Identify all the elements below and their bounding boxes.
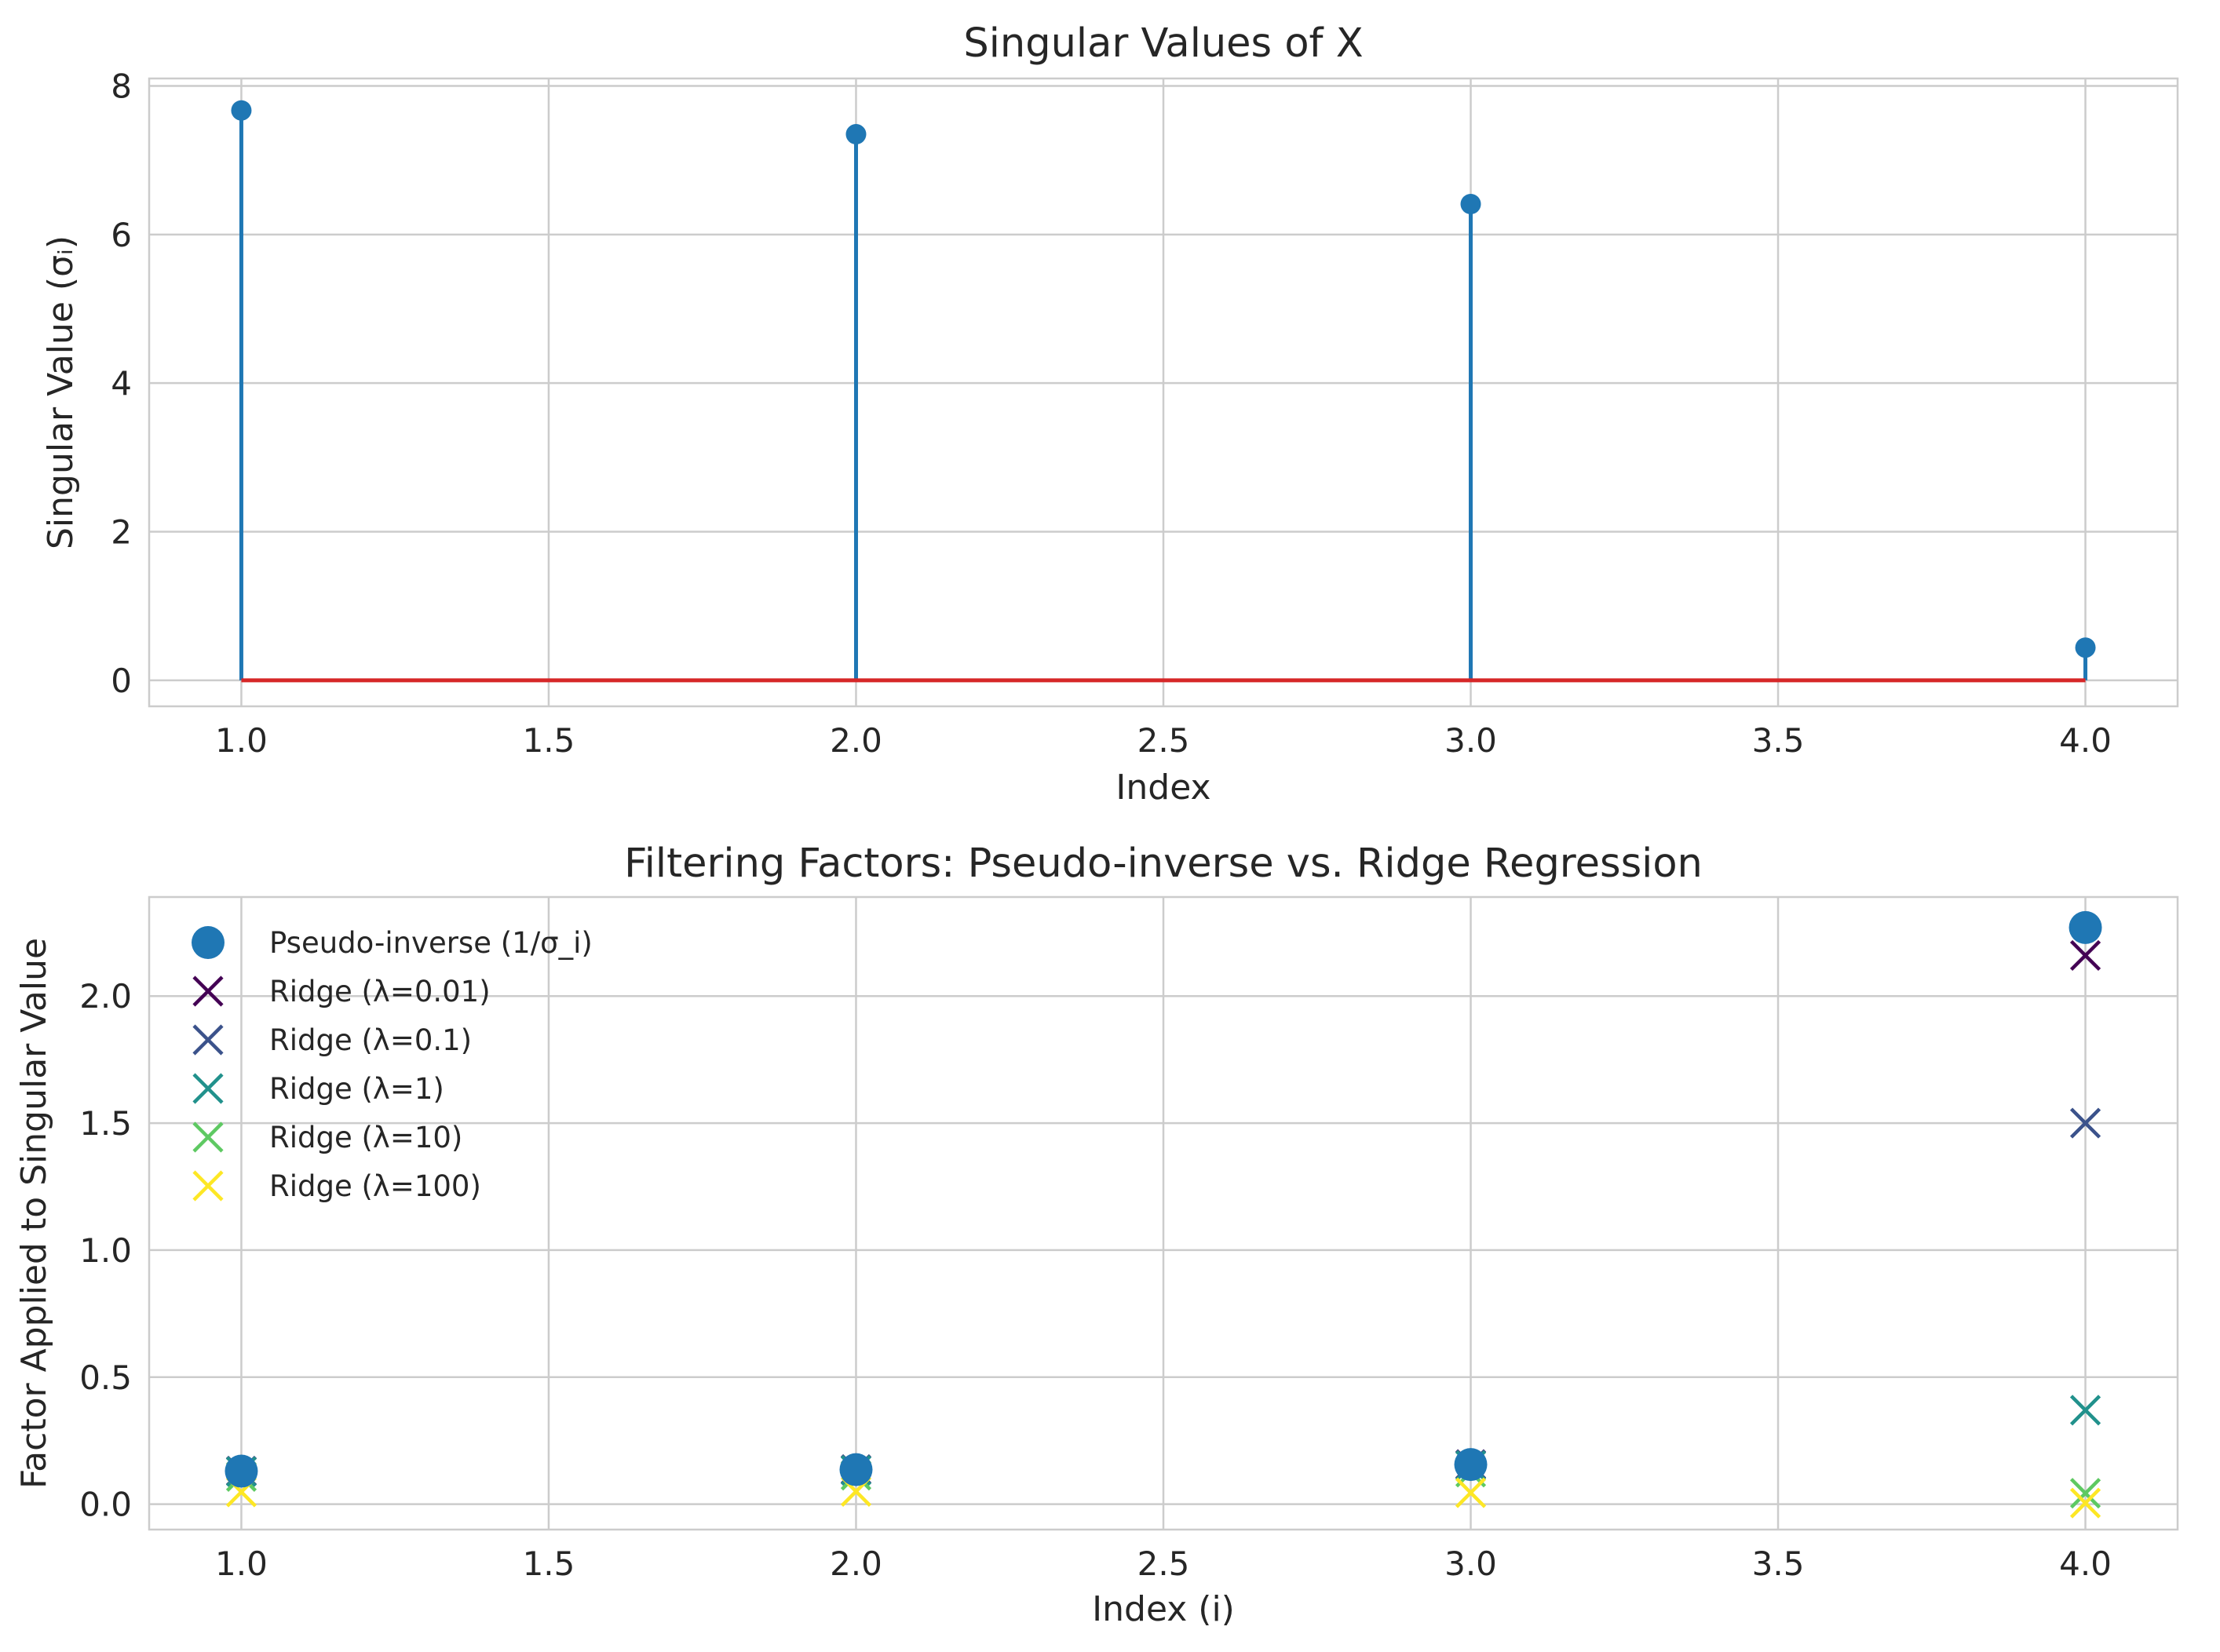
- x-tick-label: 4.0: [2059, 721, 2112, 760]
- stems: [231, 100, 2096, 683]
- legend-marker-x: [192, 1170, 224, 1202]
- chart-title: Filtering Factors: Pseudo-inverse vs. Ri…: [624, 841, 1703, 887]
- x-tick-label: 1.5: [523, 721, 575, 760]
- x-tick-label: 2.5: [1137, 721, 1190, 760]
- stem-marker: [2075, 637, 2096, 658]
- legend-item: Ridge (λ=0.1): [192, 1023, 472, 1057]
- tick-labels: 1.0 1.5 2.0 2.5 3.0 3.5 4.0 0.0 0.5 1.0 1.5 2.0: [79, 977, 2112, 1583]
- y-tick-label: 1.5: [79, 1104, 132, 1143]
- legend-marker-x: [192, 1121, 224, 1153]
- grid: [149, 897, 2178, 1530]
- legend-item: Ridge (λ=10): [192, 1121, 462, 1154]
- legend-marker-x: [192, 1073, 224, 1104]
- y-tick-label: 2.0: [79, 977, 132, 1016]
- legend-label: Ridge (λ=100): [269, 1169, 481, 1203]
- pseudo-inverse-point: [225, 1454, 258, 1488]
- y-tick-label: 0.5: [79, 1358, 132, 1397]
- legend-label: Ridge (λ=0.1): [269, 1023, 472, 1057]
- singular-values-chart: 1.0 1.5 2.0 2.5 3.0 3.5 4.0 0 2 4 6 8 Singular Valu…: [41, 20, 2179, 808]
- x-axis-label: Index: [1115, 768, 1210, 808]
- legend: Pseudo-inverse (1/σ_i) Ridge (λ=0.01) Ridg…: [192, 926, 593, 1203]
- ridge-point: [2069, 939, 2101, 972]
- x-tick-label: 3.0: [1444, 1544, 1497, 1583]
- legend-item: Ridge (λ=0.01): [192, 975, 491, 1008]
- legend-label: Ridge (λ=0.01): [269, 975, 491, 1008]
- ridge-point: [2069, 1395, 2101, 1426]
- x-axis-label: Index (i): [1092, 1589, 1235, 1629]
- x-tick-label: 1.0: [215, 721, 268, 760]
- tick-labels: 1.0 1.5 2.0 2.5 3.0 3.5 4.0 0 2 4 6 8: [111, 67, 2112, 760]
- legend-marker-x: [192, 1024, 224, 1056]
- legend-item: Ridge (λ=1): [192, 1072, 444, 1106]
- x-tick-label: 2.0: [830, 1544, 882, 1583]
- x-tick-label: 3.0: [1444, 721, 1497, 760]
- x-tick-label: 1.0: [215, 1544, 268, 1583]
- x-tick-label: 4.0: [2059, 1544, 2112, 1583]
- y-tick-label: 4: [111, 364, 132, 403]
- x-tick-label: 2.5: [1137, 1544, 1190, 1583]
- legend-label: Ridge (λ=1): [269, 1072, 444, 1106]
- x-tick-label: 3.5: [1752, 1544, 1805, 1583]
- stem-marker: [231, 100, 252, 121]
- legend-label: Pseudo-inverse (1/σ_i): [269, 926, 593, 960]
- y-axis-label: Singular Value (σᵢ): [41, 235, 81, 549]
- ridge-point: [1455, 1477, 1487, 1508]
- stem-marker: [845, 124, 867, 145]
- pseudo-inverse-point: [1454, 1448, 1488, 1482]
- y-tick-label: 2: [111, 513, 132, 552]
- ridge-point: [2069, 1487, 2101, 1519]
- x-tick-label: 1.5: [523, 1544, 575, 1583]
- y-tick-label: 0: [111, 662, 132, 700]
- filtering-factors-chart: 1.0 1.5 2.0 2.5 3.0 3.5 4.0 0.0 0.5 1.0 1.5 2.0 Pse…: [14, 841, 2179, 1629]
- x-tick-label: 2.0: [830, 721, 882, 760]
- stem-marker: [1460, 194, 1481, 214]
- legend-marker-x: [192, 976, 224, 1007]
- legend-item: Pseudo-inverse (1/σ_i): [192, 926, 593, 960]
- y-tick-label: 0.0: [79, 1486, 132, 1524]
- pseudo-inverse-point: [2068, 910, 2102, 944]
- legend-label: Ridge (λ=10): [269, 1121, 462, 1154]
- scatter-points: [225, 910, 2102, 1519]
- legend-item: Ridge (λ=100): [192, 1169, 481, 1203]
- pseudo-inverse-point: [839, 1453, 873, 1486]
- y-axis-label: Factor Applied to Singular Value: [14, 938, 54, 1489]
- ridge-point: [2069, 1107, 2101, 1139]
- legend-marker-circle: [192, 926, 225, 959]
- y-tick-label: 8: [111, 67, 132, 105]
- y-tick-label: 1.0: [79, 1231, 132, 1270]
- chart-title: Singular Values of X: [963, 20, 1363, 67]
- x-tick-label: 3.5: [1752, 721, 1805, 760]
- ridge-point: [2069, 1478, 2101, 1509]
- y-tick-label: 6: [111, 216, 132, 254]
